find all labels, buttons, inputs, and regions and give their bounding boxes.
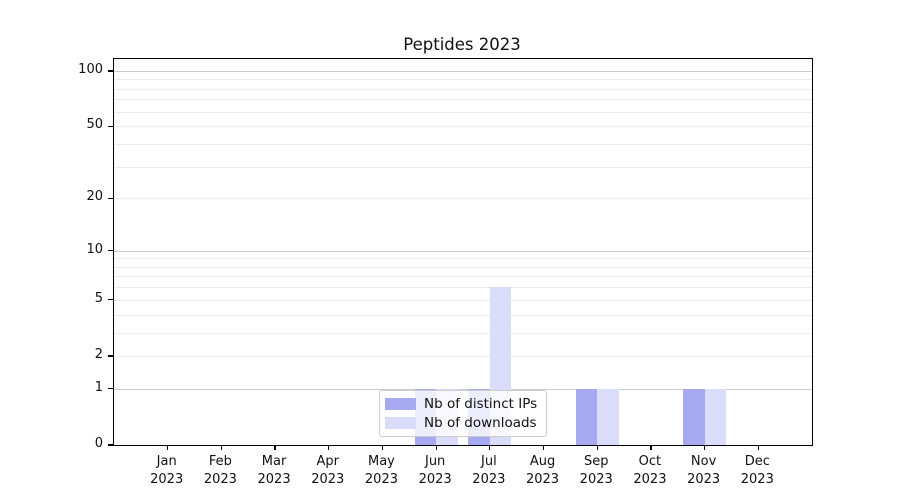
x-tick-year: 2023	[579, 471, 613, 487]
minor-gridline	[114, 299, 812, 301]
y-tick-mark	[107, 250, 113, 252]
x-axis-tick-label: Jun 2023	[395, 453, 475, 488]
legend-label: Nb of distinct IPs	[424, 396, 538, 412]
bar-nb-of-distinct-ips-nov	[683, 388, 705, 445]
x-tick-year: 2023	[364, 471, 398, 487]
x-tick-year: 2023	[740, 471, 774, 487]
x-tick-mark	[328, 445, 330, 450]
minor-gridline	[114, 314, 812, 316]
minor-gridline	[114, 99, 812, 101]
x-tick-mark	[757, 445, 759, 450]
x-axis-tick-label: Aug 2023	[503, 453, 583, 488]
chart-title: Peptides 2023	[403, 35, 521, 54]
x-tick-year: 2023	[150, 471, 184, 487]
y-tick-mark	[107, 299, 113, 301]
y-tick-mark	[107, 444, 113, 446]
x-tick-month: Dec	[744, 454, 770, 469]
x-tick-month: Aug	[529, 454, 556, 469]
x-tick-month: May	[368, 454, 395, 469]
y-axis-tick-label: 0	[94, 436, 103, 451]
x-tick-month: Jan	[156, 454, 177, 469]
x-tick-month: Apr	[316, 454, 340, 469]
x-tick-year: 2023	[687, 471, 721, 487]
x-tick-mark	[274, 445, 276, 450]
x-tick-mark	[650, 445, 652, 450]
minor-gridline	[114, 355, 812, 357]
x-tick-mark	[167, 445, 169, 450]
x-axis-tick-label: Jul 2023	[449, 453, 529, 488]
x-axis-tick-label: Dec 2023	[717, 453, 797, 488]
x-tick-year: 2023	[418, 471, 452, 487]
minor-gridline	[114, 88, 812, 90]
minor-gridline	[114, 166, 812, 168]
x-tick-mark	[596, 445, 598, 450]
x-axis-tick-label: Feb 2023	[180, 453, 260, 488]
x-tick-month: Sep	[583, 454, 609, 469]
y-axis-tick-label: 10	[86, 241, 103, 257]
minor-gridline	[114, 79, 812, 81]
x-tick-mark	[542, 445, 545, 450]
legend-swatch	[385, 417, 416, 429]
x-tick-mark	[381, 445, 384, 450]
minor-gridline	[114, 111, 812, 113]
x-axis-tick-label: Apr 2023	[288, 453, 368, 488]
x-axis-tick-label: Jan 2023	[127, 453, 207, 488]
major-gridline	[114, 250, 812, 252]
x-axis-tick-label: Mar 2023	[234, 453, 314, 488]
x-tick-mark	[435, 445, 437, 450]
bar-nb-of-downloads-nov	[704, 388, 727, 445]
y-axis-tick-label: 100	[78, 61, 103, 77]
x-tick-mark	[489, 445, 491, 450]
bar-nb-of-downloads-sep	[597, 388, 619, 445]
x-tick-year: 2023	[472, 471, 506, 487]
x-tick-year: 2023	[203, 471, 237, 487]
minor-gridline	[114, 332, 812, 334]
plot-area: Nb of distinct IPs Nb of downloads	[107, 58, 813, 450]
x-tick-year: 2023	[633, 471, 667, 487]
y-axis-tick-label: 5	[94, 290, 103, 306]
minor-gridline	[114, 143, 812, 145]
x-tick-mark	[220, 445, 222, 450]
minor-gridline	[114, 198, 812, 200]
y-axis-tick-label: 2	[94, 346, 103, 362]
major-gridline	[114, 388, 812, 390]
legend: Nb of distinct IPs Nb of downloads	[379, 390, 547, 437]
x-axis-tick-label: Sep 2023	[556, 453, 636, 488]
y-tick-mark	[107, 197, 113, 199]
x-tick-month: Mar	[261, 454, 287, 469]
y-tick-mark	[107, 125, 113, 127]
y-axis-tick-label: 20	[86, 189, 103, 205]
x-tick-month: Nov	[690, 454, 717, 469]
x-axis-tick-label: Oct 2023	[610, 453, 690, 488]
x-tick-month: Feb	[208, 454, 232, 469]
minor-gridline	[114, 276, 812, 278]
minor-gridline	[114, 258, 812, 260]
x-axis-tick-label: May 2023	[341, 453, 421, 488]
x-tick-mark	[704, 445, 706, 450]
minor-gridline	[114, 266, 812, 268]
x-tick-month: Oct	[638, 454, 662, 469]
x-tick-month: Jul	[481, 454, 497, 469]
legend-entry: Nb of downloads	[385, 415, 540, 431]
x-tick-year: 2023	[311, 471, 345, 487]
legend-swatch	[385, 398, 416, 410]
minor-gridline	[114, 126, 812, 128]
legend-entry: Nb of distinct IPs	[385, 396, 540, 412]
y-axis-tick-label: 50	[86, 117, 103, 133]
y-tick-mark	[107, 388, 113, 390]
x-axis-tick-label: Nov 2023	[664, 453, 744, 488]
major-gridline	[114, 70, 812, 72]
minor-gridline	[114, 287, 812, 289]
y-tick-mark	[107, 70, 113, 72]
legend-label: Nb of downloads	[424, 415, 537, 431]
y-axis-tick-label: 1	[94, 379, 103, 395]
x-tick-month: Jun	[424, 454, 446, 469]
x-tick-year: 2023	[257, 471, 291, 487]
bar-nb-of-distinct-ips-sep	[575, 388, 598, 445]
y-tick-mark	[107, 355, 113, 357]
x-tick-year: 2023	[525, 471, 560, 487]
